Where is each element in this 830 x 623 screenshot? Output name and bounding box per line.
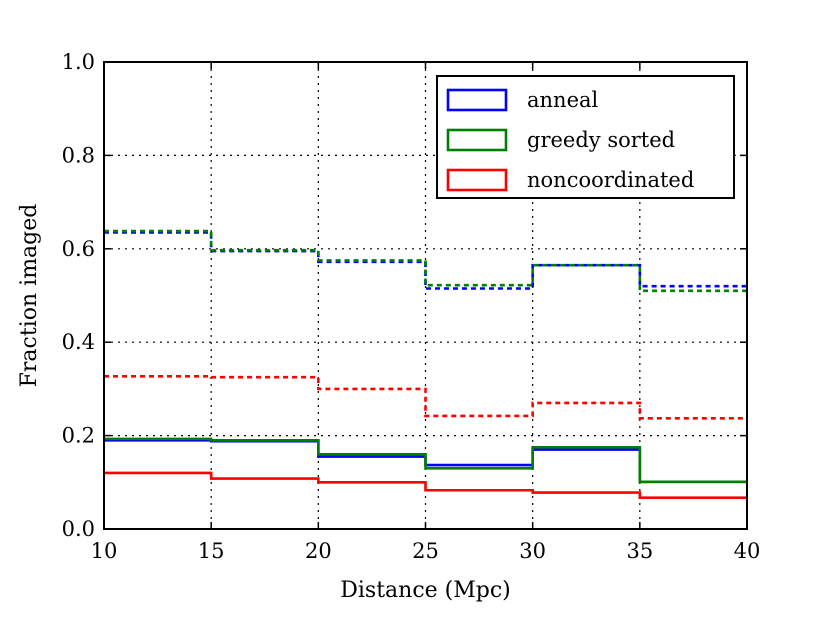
axis-ticks: 10 15 20 25 30 35 40 0.0 0.2 0.4 0.6 0.8 1.0 [62,50,761,563]
x-tick-label: 30 [519,539,546,563]
legend-swatch [446,128,508,152]
legend-swatch [446,88,508,112]
x-tick-label: 15 [198,539,225,563]
y-axis-label: Fraction imaged [17,204,42,388]
y-tick-label: 0.6 [62,237,95,261]
series-line-dashed-3 [104,231,747,290]
legend: anneal greedy sorted noncoordinated [436,75,735,199]
x-axis-label: Distance (Mpc) [340,578,511,603]
y-tick-label: 0.2 [62,424,95,448]
series-line-dashed-4 [104,229,747,293]
series-group [104,229,747,500]
series-line-solid-1 [104,437,747,484]
legend-label: anneal [527,88,599,112]
legend-label: greedy sorted [527,128,675,152]
x-tick-label: 40 [734,539,761,563]
legend-label: noncoordinated [527,168,694,192]
y-tick-label: 0.8 [62,143,95,167]
legend-swatch [446,168,508,192]
y-tick-label: 0.4 [62,330,95,354]
y-tick-label: 0.0 [62,517,95,541]
series-line-solid-2 [104,471,747,500]
x-tick-label: 20 [305,539,332,563]
x-tick-label: 25 [412,539,439,563]
y-tick-label: 1.0 [62,50,95,74]
legend-frame [436,75,735,199]
x-tick-label: 10 [91,539,118,563]
x-tick-label: 35 [626,539,653,563]
series-line-dashed-5 [104,374,747,420]
